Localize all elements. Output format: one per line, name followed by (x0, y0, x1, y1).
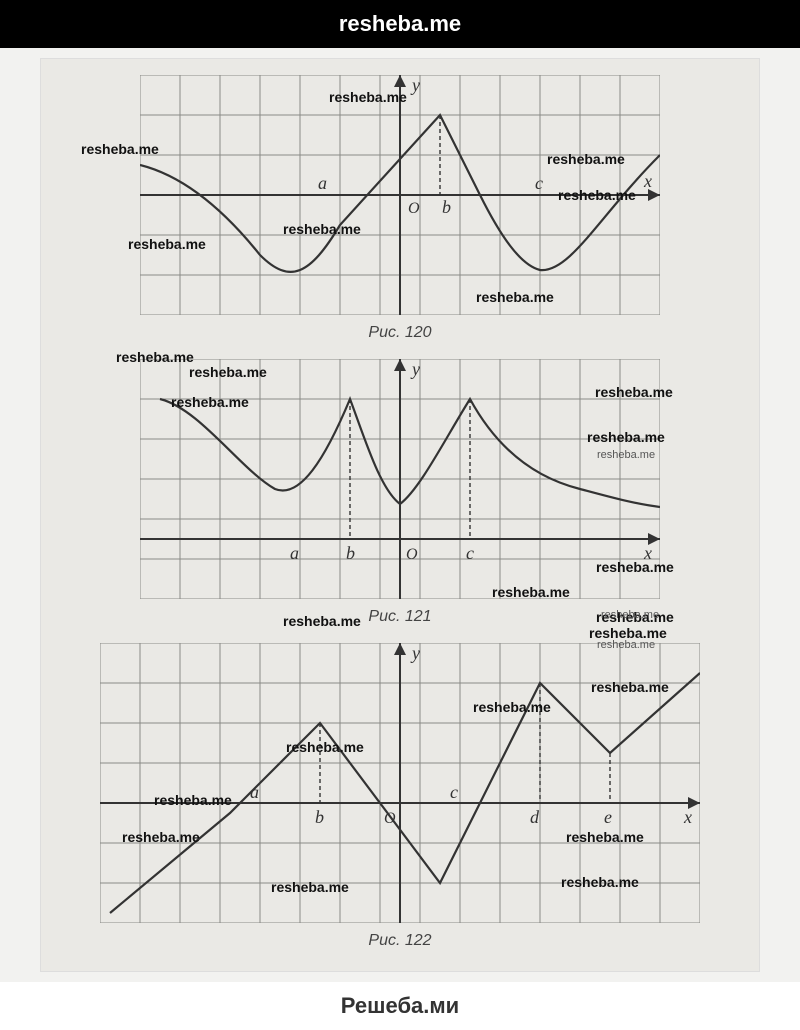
c-label-120: c (535, 173, 543, 193)
e-label-122: e (604, 807, 612, 827)
caption-121: Рис. 121 (140, 608, 660, 626)
O-label-120: O (408, 200, 420, 217)
c-label-122: c (450, 782, 458, 802)
x-label-121: x (643, 543, 652, 563)
page-body: y x O a b c Рис. 120 (0, 48, 800, 982)
chart-120-svg: y x O a b c (140, 75, 660, 315)
dashed-121 (350, 399, 470, 539)
curve-122 (110, 673, 700, 913)
page-footer: Решеба.ми (0, 982, 800, 1030)
dashed-122 (320, 683, 610, 803)
x-label-120: x (643, 171, 652, 191)
b-label-120: b (442, 197, 451, 217)
watermark-text: resheba.me (589, 625, 667, 641)
y-arrow-120 (394, 75, 406, 87)
caption-120: Рис. 120 (140, 324, 660, 342)
page-header: resheba.me (0, 0, 800, 48)
figure-121: y x O a b c Рис. 121 (140, 359, 660, 626)
d-label-122: d (530, 807, 540, 827)
x-label-122: x (683, 807, 692, 827)
chart-121-svg: y x O a b c (140, 359, 660, 599)
c-label-121: c (466, 543, 474, 563)
b-label-121: b (346, 543, 355, 563)
y-label-122: y (410, 643, 420, 663)
header-title: resheba.me (339, 11, 461, 37)
textbook-paper: y x O a b c Рис. 120 (40, 58, 760, 972)
curve-121 (160, 399, 660, 507)
chart-122-svg: y x O a b c d e (100, 643, 700, 923)
figure-122: y x O a b c d e Рис. 122 (100, 643, 700, 950)
footer-title: Решеба.ми (341, 993, 459, 1019)
y-arrow-121 (394, 359, 406, 371)
y-label-121: y (410, 359, 420, 379)
b-label-122: b (315, 807, 324, 827)
a-label-122: a (250, 782, 259, 802)
a-label-121: a (290, 543, 299, 563)
y-arrow-122 (394, 643, 406, 655)
a-label-120: a (318, 173, 327, 193)
O-label-122: O (384, 810, 396, 827)
O-label-121: O (406, 546, 418, 563)
y-label-120: y (410, 75, 420, 95)
caption-122: Рис. 122 (100, 932, 700, 950)
figure-120: y x O a b c Рис. 120 (140, 75, 660, 342)
